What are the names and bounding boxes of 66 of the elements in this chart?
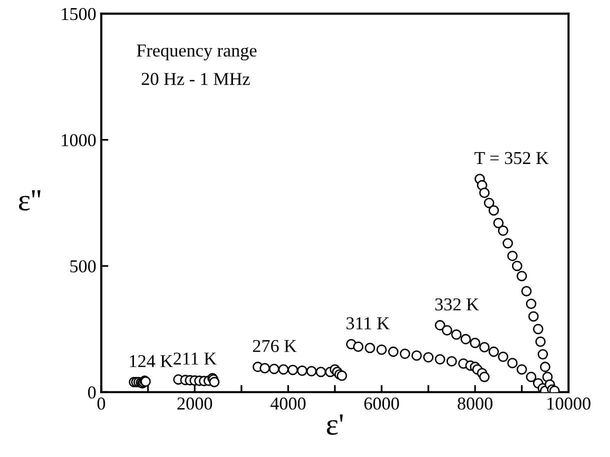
point (268, 364, 280, 374)
point (451, 329, 462, 340)
x-tick-label: 8000 (458, 397, 492, 410)
point (498, 225, 508, 236)
point (502, 238, 513, 248)
point (376, 344, 387, 355)
series-label: 124 K (130, 355, 173, 368)
x-tick-label: 4000 (270, 397, 306, 410)
x-tick-label: 2000 (177, 397, 212, 410)
point (516, 364, 527, 375)
point (316, 366, 326, 378)
point (209, 376, 220, 388)
point (526, 298, 536, 310)
point (260, 362, 270, 374)
point (512, 260, 522, 272)
point (493, 218, 504, 228)
point (484, 198, 494, 208)
point (507, 358, 518, 368)
point (488, 205, 499, 216)
annotation: Frequency range (136, 44, 256, 60)
point (479, 372, 490, 382)
series-label: 332 K (435, 298, 479, 310)
x-tick-label: 0 (97, 397, 106, 410)
point (306, 366, 317, 376)
point (400, 348, 410, 359)
point (446, 356, 457, 367)
series-label: T = 352 K (474, 152, 549, 164)
point (364, 342, 376, 354)
point (479, 188, 490, 198)
point (442, 325, 452, 336)
point (423, 352, 434, 362)
point (516, 270, 527, 282)
annotation: 20 Hz - 1 MHz (142, 72, 250, 86)
point (526, 372, 536, 382)
point (535, 336, 546, 347)
point (470, 338, 480, 348)
point (521, 286, 532, 296)
point (488, 346, 499, 357)
point (278, 364, 289, 375)
point (532, 324, 544, 334)
point (411, 350, 422, 361)
point (434, 354, 446, 365)
point (388, 346, 398, 357)
point (538, 349, 548, 360)
point (460, 334, 471, 344)
series-label: 211 K (174, 352, 217, 365)
point (353, 342, 364, 352)
point (296, 365, 308, 376)
series-label: 276 K (253, 340, 297, 352)
point (336, 370, 348, 381)
y-tick-label: 500 (70, 260, 96, 272)
point (479, 342, 490, 352)
point (528, 311, 539, 322)
y-tick-label: 0 (88, 386, 96, 399)
x-tick-label: 6000 (364, 397, 399, 410)
x-tick-label: 10000 (548, 397, 590, 410)
point (498, 352, 508, 362)
point (288, 364, 298, 376)
point (434, 320, 446, 330)
point (507, 250, 518, 262)
y-axis-title: ε'' (18, 190, 40, 211)
point (540, 362, 550, 372)
y-tick-label: 1500 (62, 8, 96, 20)
x-axis-title: ε' (326, 414, 343, 435)
series-label: 311 K (346, 317, 390, 330)
y-tick-label: 1000 (62, 134, 96, 146)
